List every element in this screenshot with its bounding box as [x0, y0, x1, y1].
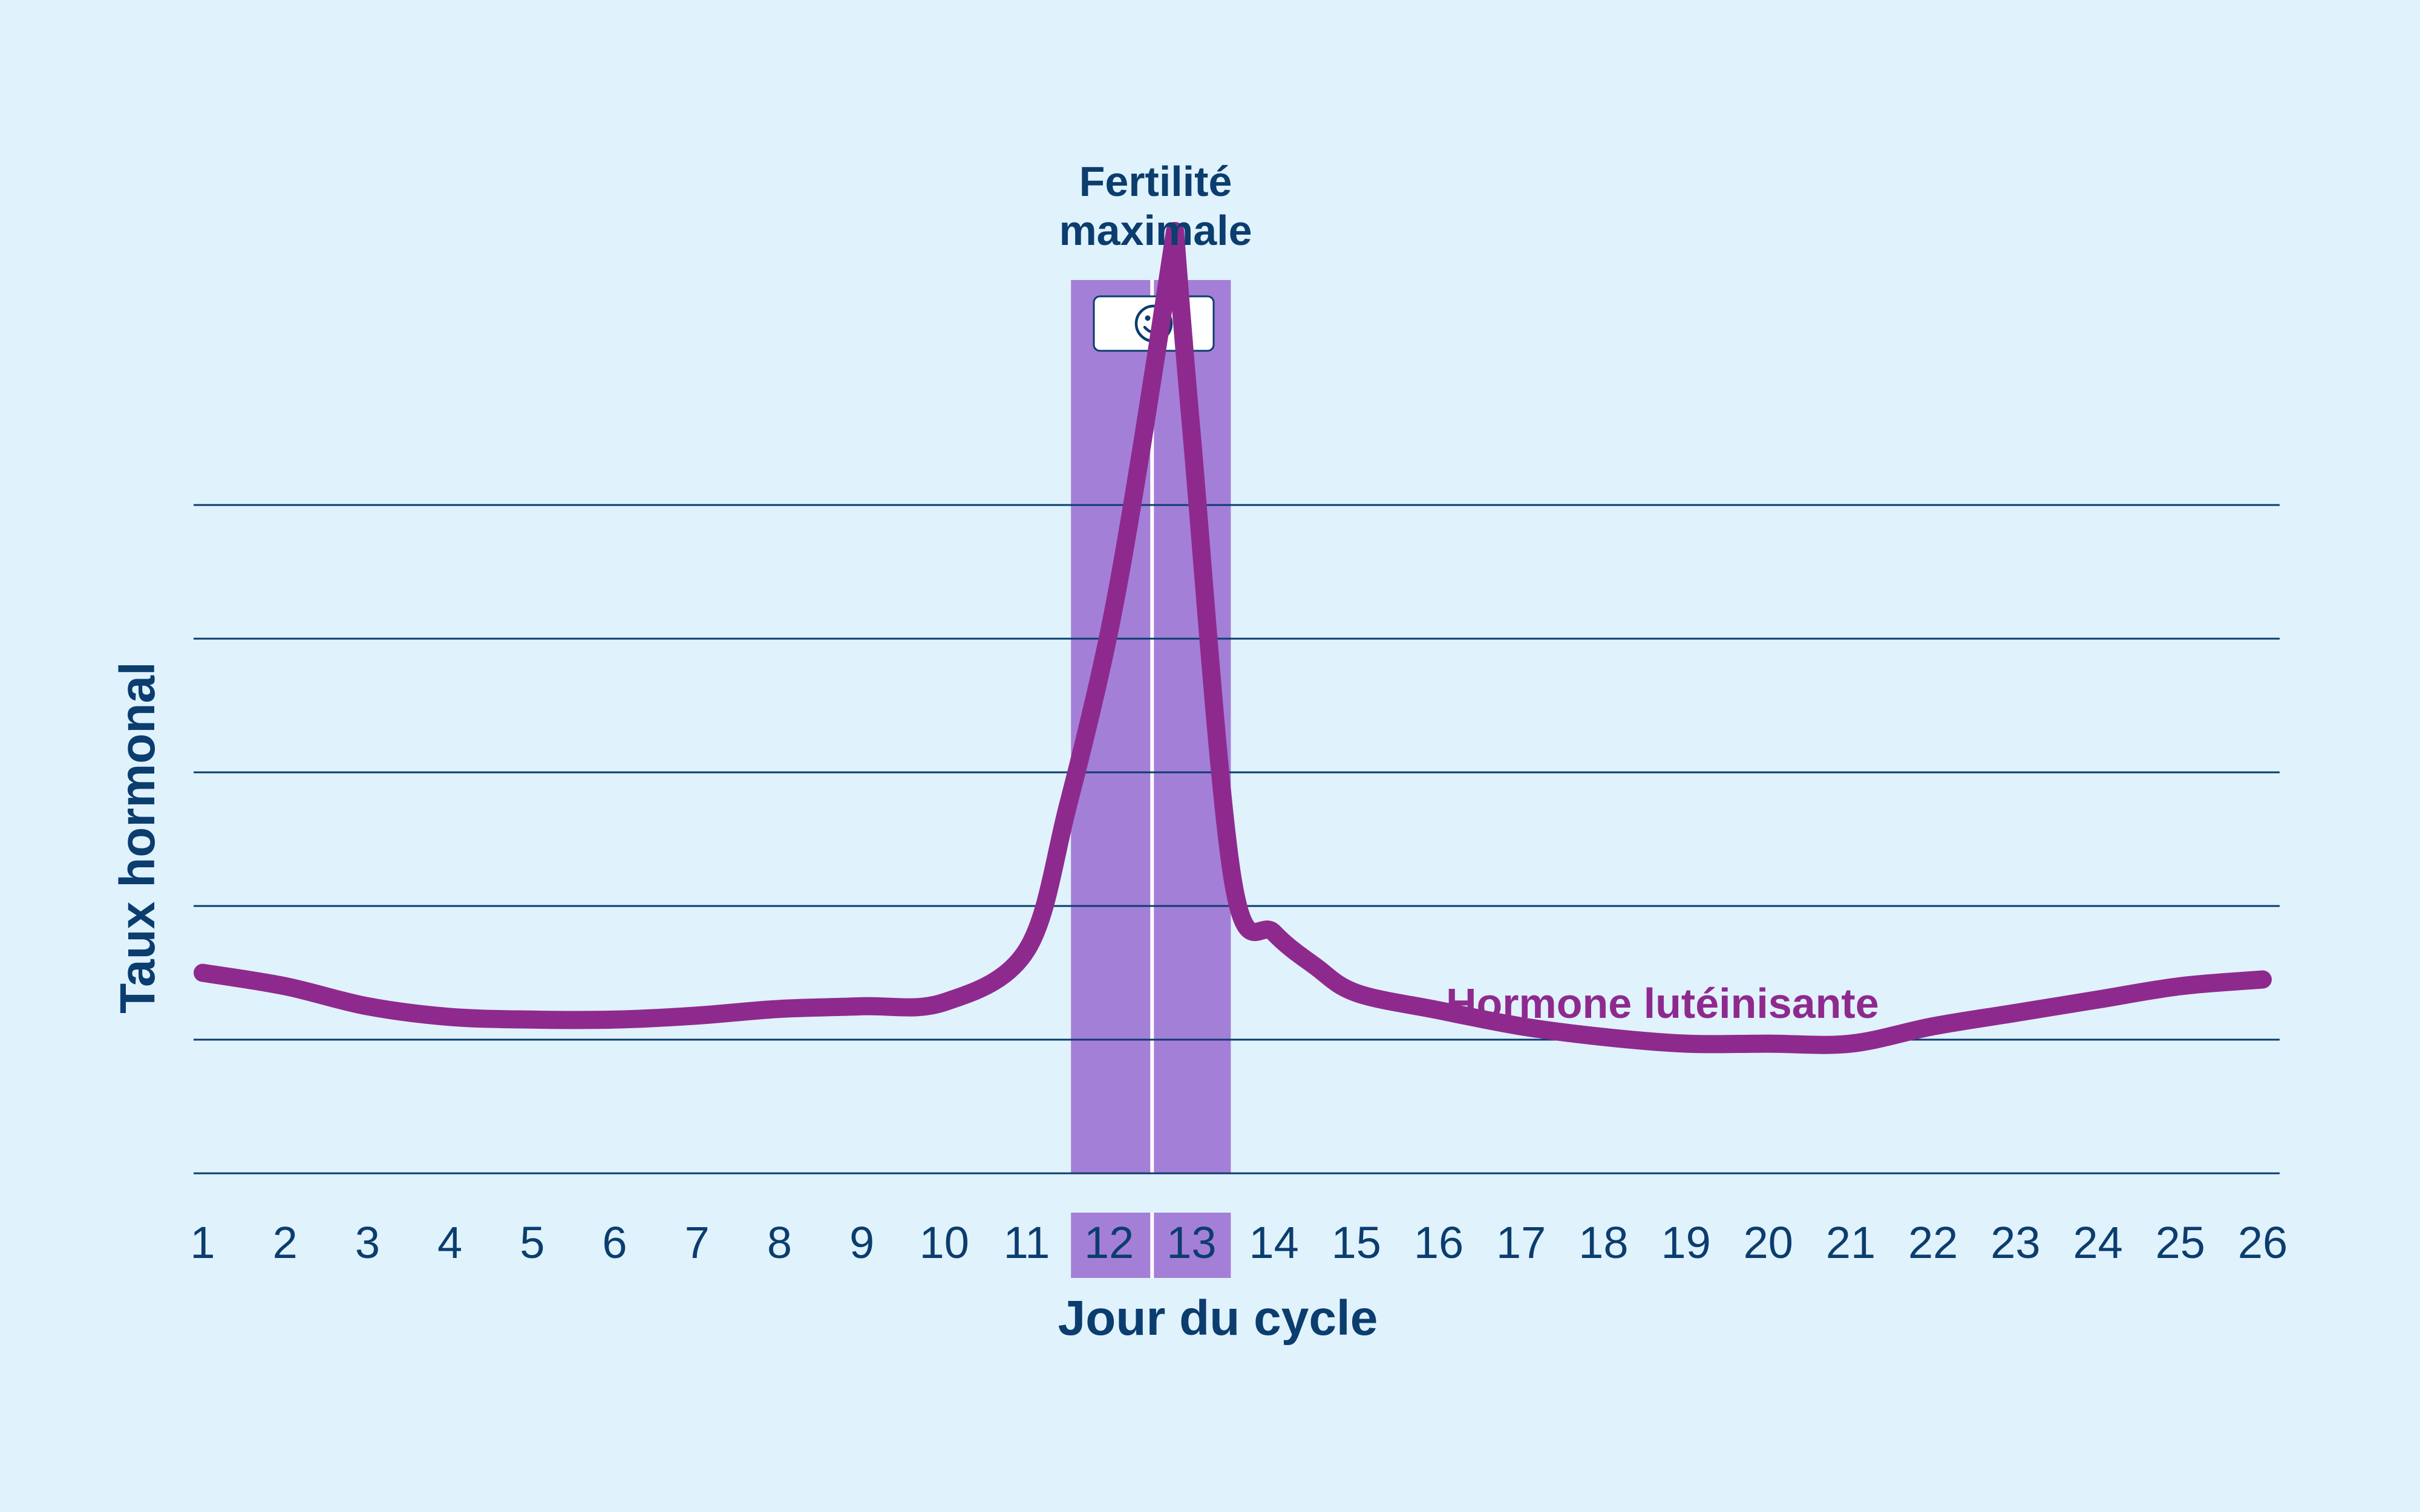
x-tick-label: 26 — [2238, 1217, 2288, 1268]
x-tick-label: 21 — [1826, 1217, 1876, 1268]
x-tick-label: 11 — [1004, 1217, 1050, 1268]
series-line-lh — [194, 222, 2272, 1054]
x-tick-label: 6 — [602, 1217, 627, 1268]
x-tick-label: 25 — [2156, 1217, 2205, 1268]
x-tick-label: 18 — [1578, 1217, 1628, 1268]
x-tick-label: 23 — [1990, 1217, 2040, 1268]
x-tick-label: 17 — [1496, 1217, 1546, 1268]
x-tick-label: 22 — [1908, 1217, 1958, 1268]
x-tick-label: 3 — [355, 1217, 380, 1268]
x-tick-label: 7 — [685, 1217, 710, 1268]
x-tick-label: 16 — [1414, 1217, 1463, 1268]
x-tick-label: 12 — [1084, 1217, 1134, 1268]
series-label-lh: Hormone lutéinisante — [1446, 980, 1879, 1027]
x-tick-label: 8 — [767, 1217, 792, 1268]
x-tick-label: 19 — [1661, 1217, 1710, 1268]
x-tick-label: 15 — [1332, 1217, 1381, 1268]
fertility-label-line2: maximale — [1059, 207, 1252, 254]
x-axis-ticks: 1 2 3 4 5 6 7 8 9 10 11 12 13 14 15 16 17 18 19 20 21 22 23 24 2… — [190, 1217, 2288, 1268]
fertility-label-line1: Fertilité — [1079, 158, 1232, 205]
y-axis-label: Taux hormonal — [110, 662, 165, 1014]
x-tick-label: 14 — [1249, 1217, 1298, 1268]
x-tick-label: 24 — [2073, 1217, 2122, 1268]
x-tick-label: 20 — [1744, 1217, 1793, 1268]
x-tick-label: 2 — [273, 1217, 298, 1268]
x-tick-label: 9 — [849, 1217, 874, 1268]
x-axis-label: Jour du cycle — [1058, 1291, 1378, 1346]
x-tick-label: 10 — [920, 1217, 969, 1268]
x-tick-label: 4 — [437, 1217, 462, 1268]
x-tick-label: 13 — [1166, 1217, 1216, 1268]
x-tick-label: 1 — [190, 1217, 215, 1268]
x-tick-label: 5 — [520, 1217, 544, 1268]
